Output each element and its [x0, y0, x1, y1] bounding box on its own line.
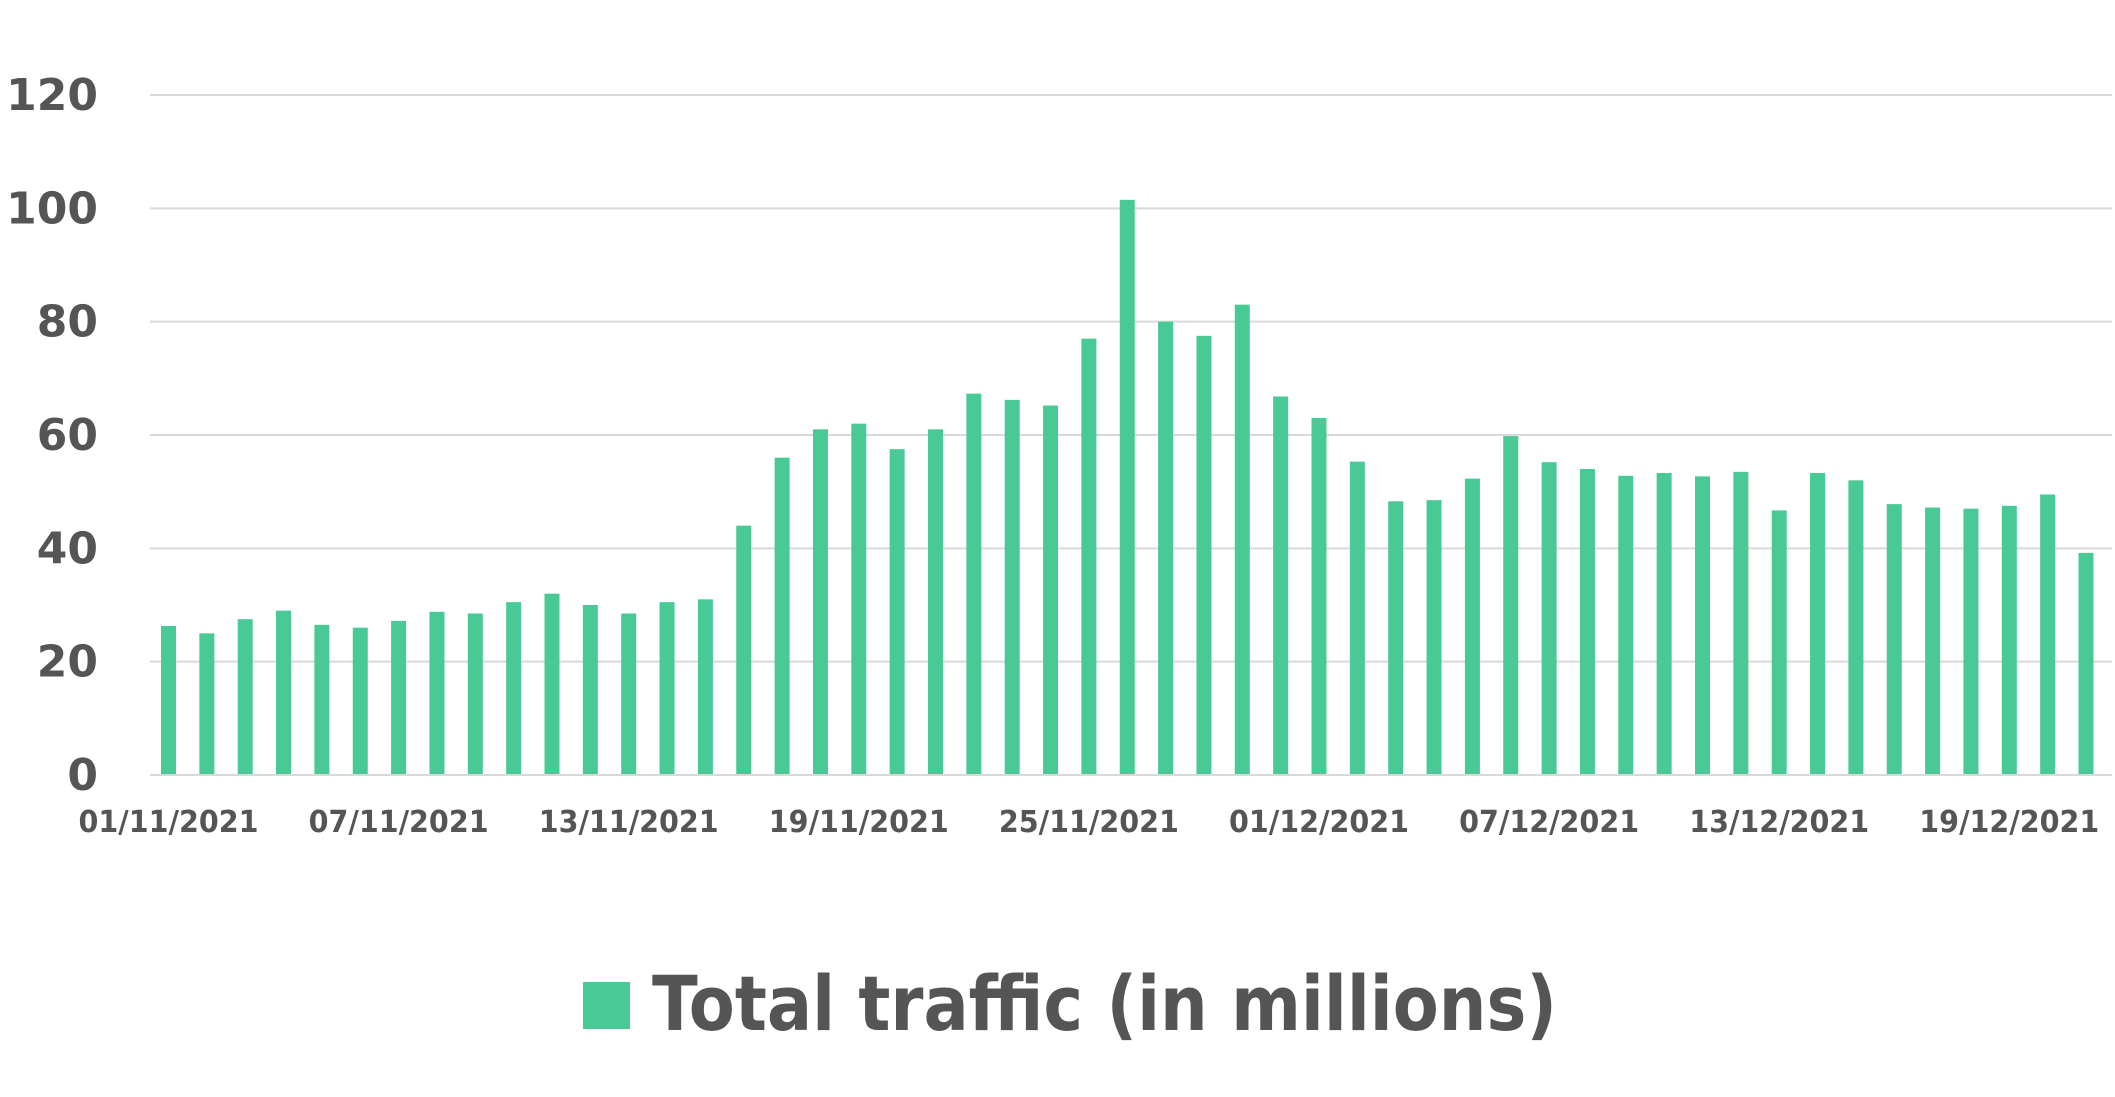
bar: [1196, 335, 1212, 775]
bar: [1464, 478, 1480, 775]
bar: [2040, 494, 2056, 775]
x-tick-label: 13/11/2021: [539, 805, 719, 840]
x-tick-label: 19/12/2021: [1919, 805, 2099, 840]
bar: [2078, 552, 2094, 775]
bars: [161, 199, 2094, 776]
bar: [1273, 396, 1289, 775]
y-tick-label: 60: [37, 410, 98, 461]
bar: [2001, 505, 2017, 775]
bar: [467, 613, 483, 775]
bar: [1925, 507, 1941, 775]
bar: [391, 620, 407, 775]
bar: [1771, 510, 1787, 775]
y-tick-label: 100: [6, 183, 98, 234]
y-tick-label: 20: [37, 637, 98, 688]
bar: [582, 605, 598, 775]
x-tick-label: 01/12/2021: [1229, 805, 1409, 840]
bar: [1043, 405, 1059, 775]
bar: [1848, 480, 1864, 775]
bar: [1695, 476, 1710, 775]
bar: [774, 457, 790, 775]
x-tick-label: 07/12/2021: [1459, 805, 1639, 840]
bar: [1388, 501, 1404, 775]
x-tick-label: 25/11/2021: [999, 805, 1179, 840]
bar: [199, 633, 215, 775]
y-axis-ticks: 0 20 40 60 80 100 120: [6, 70, 98, 801]
x-tick-label: 01/11/2021: [79, 805, 259, 840]
bar: [1963, 508, 1979, 775]
bar: [621, 613, 637, 775]
bar: [889, 449, 905, 775]
bar: [1618, 475, 1634, 775]
bar: [1810, 472, 1826, 775]
bar: [1579, 469, 1595, 775]
bar: [1081, 338, 1097, 775]
bar: [352, 627, 368, 775]
bar: [736, 525, 752, 775]
bar: [659, 602, 675, 775]
bar: [851, 423, 867, 775]
bar: [1158, 321, 1174, 775]
bar: [544, 593, 560, 775]
bar: [812, 429, 828, 775]
x-axis-ticks: 01/11/2021 07/11/2021 13/11/2021 19/11/2021…: [79, 805, 2100, 840]
bar: [966, 393, 982, 775]
bar: [506, 602, 522, 775]
legend: Total traffic (in millions): [583, 959, 1557, 1048]
bar: [1004, 399, 1020, 775]
legend-swatch: [583, 982, 630, 1029]
bar: [1426, 500, 1442, 775]
x-tick-label: 07/11/2021: [309, 805, 489, 840]
bar: [1349, 461, 1365, 775]
bar: [1234, 304, 1250, 775]
bar: [1733, 471, 1749, 775]
y-tick-label: 0: [67, 750, 98, 801]
bar: [697, 599, 713, 775]
x-tick-label: 19/11/2021: [769, 805, 949, 840]
y-tick-label: 80: [37, 297, 98, 348]
bar: [276, 610, 292, 775]
bar: [928, 429, 943, 775]
bar: [1119, 199, 1135, 776]
bar: [161, 625, 176, 775]
bar: [1503, 436, 1519, 775]
bar: [1656, 472, 1672, 775]
bar: [237, 619, 253, 775]
bar: [1886, 504, 1902, 775]
y-tick-label: 120: [6, 70, 98, 121]
bar: [1541, 462, 1557, 775]
bar: [314, 624, 330, 775]
bar: [429, 611, 445, 775]
bar: [1311, 418, 1327, 775]
legend-label: Total traffic (in millions): [652, 959, 1557, 1048]
x-tick-label: 13/12/2021: [1689, 805, 1869, 840]
y-tick-label: 40: [37, 523, 98, 574]
